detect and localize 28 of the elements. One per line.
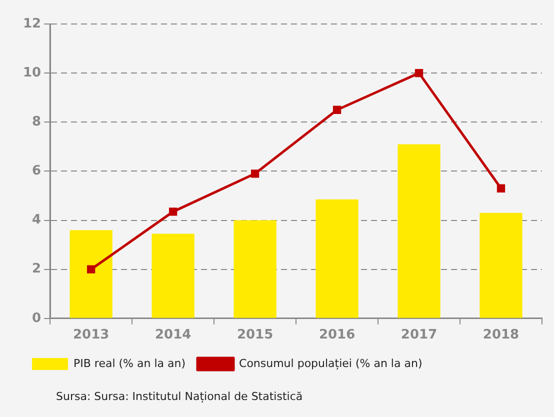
point (250, 170, 260, 178)
bar (398, 144, 440, 318)
bar (70, 230, 112, 318)
legend-label: PIB real (% an la an) (74, 356, 186, 370)
x-tick-label: 2018 (482, 328, 520, 343)
y-tick-label: 12 (22, 16, 42, 32)
point (332, 106, 342, 114)
x-tick-label: 2015 (236, 328, 274, 343)
x-tick-label: 2014 (154, 328, 192, 343)
bar (480, 212, 522, 318)
point (87, 265, 96, 274)
y-tick-label: 6 (32, 164, 42, 179)
y-tick-label: 2 (32, 262, 42, 277)
y-tick-label: 10 (22, 65, 42, 80)
legend-label: Consumul populației (% an la an) (239, 356, 422, 370)
text: Sursa: Sursa: Institutul Național de Statistică (56, 390, 303, 403)
x-tick-label: 2013 (72, 328, 110, 343)
y-tick-label: 4 (32, 212, 42, 228)
y-tick-label: 0 (32, 310, 42, 326)
point (168, 208, 178, 216)
y-tick-label: 8 (32, 114, 42, 130)
x-tick-label: 2017 (400, 328, 438, 343)
point (496, 184, 506, 192)
x-tick-label: 2016 (318, 328, 356, 343)
bar (316, 199, 358, 318)
bar (234, 220, 276, 318)
bar (152, 234, 194, 318)
point (414, 68, 424, 78)
